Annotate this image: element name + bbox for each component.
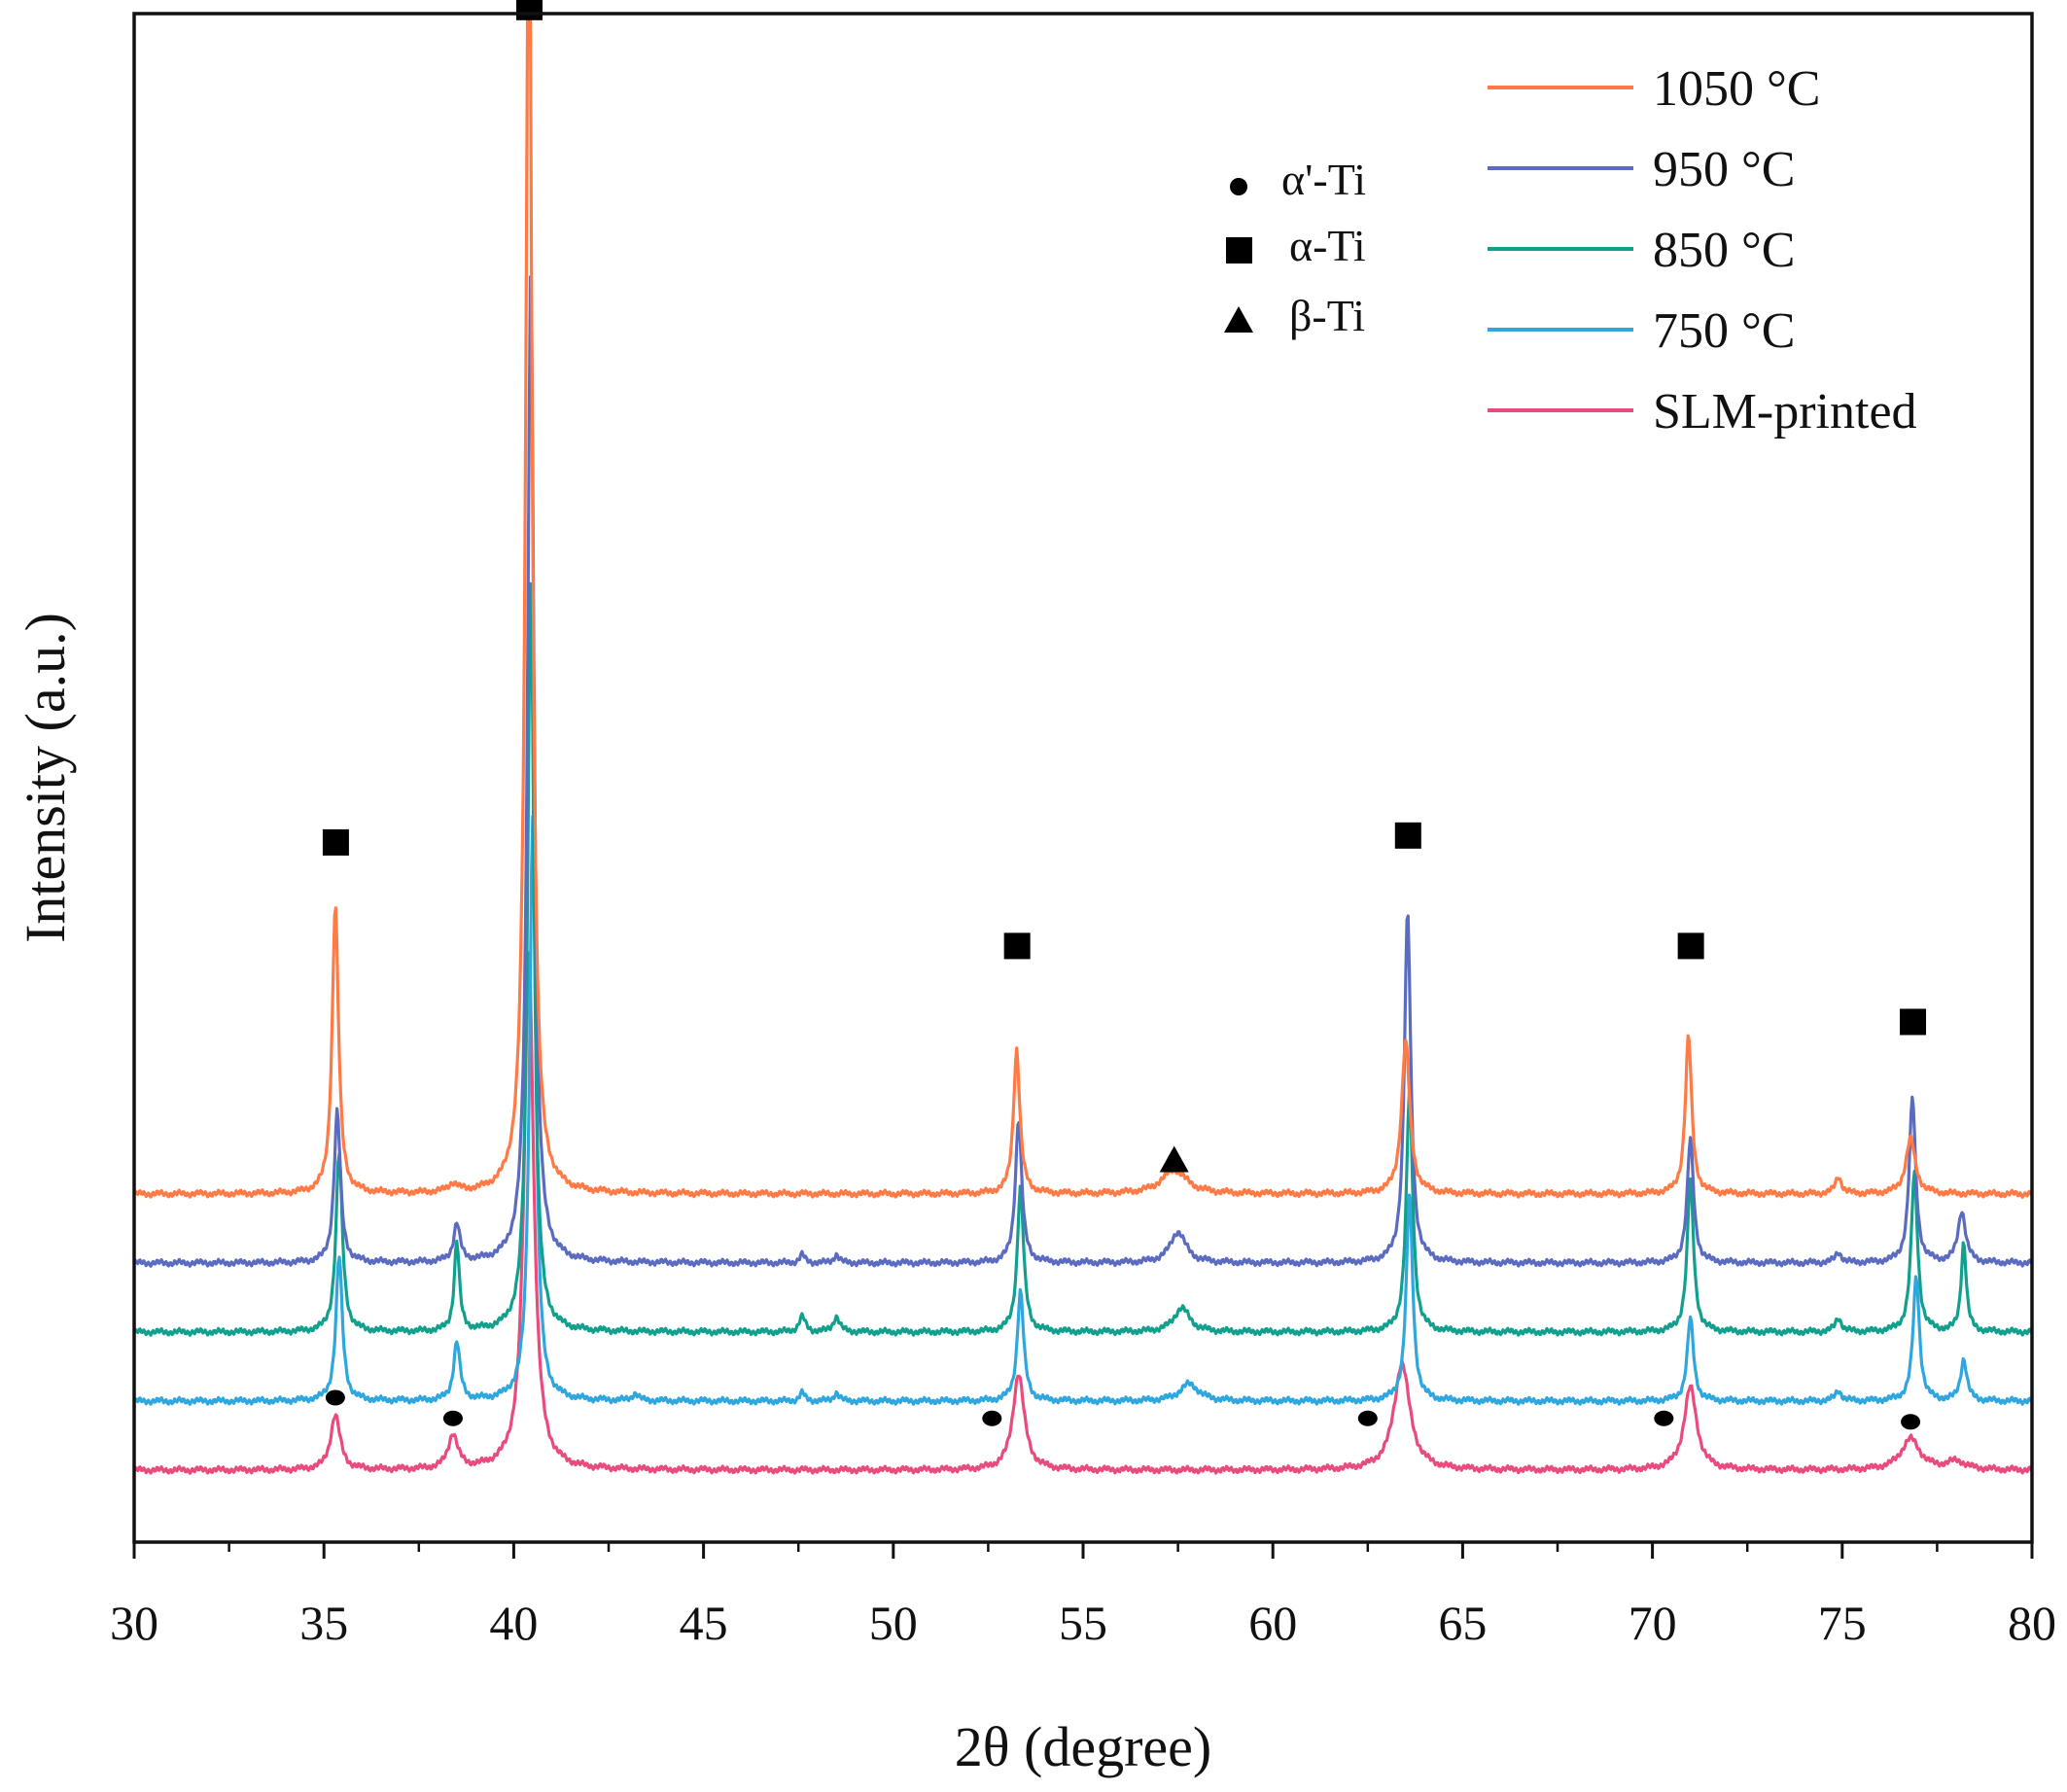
phase-legend-label-alpha: α-Ti [1289, 221, 1366, 270]
phase-legend: α'-Ti α-Ti β-Ti [1224, 155, 1366, 340]
phase-legend-label-beta: β-Ti [1289, 291, 1365, 340]
peak-marker-triangle [1159, 1145, 1189, 1173]
x-tick-label: 50 [869, 1596, 918, 1650]
x-tick-label: 35 [299, 1596, 348, 1650]
phase-legend-triangle-icon [1224, 306, 1253, 333]
series-line-950-c [132, 275, 2033, 1268]
peak-marker-square [1677, 932, 1704, 960]
peak-marker-circle [1357, 1410, 1378, 1426]
peak-marker-layer [322, 0, 1927, 1430]
peak-marker-circle [1901, 1414, 1921, 1430]
phase-legend-square-icon [1226, 237, 1252, 264]
x-axis-ticks: 30 35 40 45 50 55 60 65 70 75 80 [110, 1542, 2056, 1650]
phase-legend-label-alpha-prime: α'-Ti [1281, 155, 1366, 204]
x-tick-label: 40 [489, 1596, 538, 1650]
peak-marker-square [322, 828, 349, 856]
x-tick-label: 30 [110, 1596, 158, 1650]
peak-marker-circle [1654, 1410, 1674, 1426]
peak-marker-square [1900, 1008, 1927, 1036]
series-line-1050-c [132, 0, 2033, 1199]
legend-label-750: 750 °C [1653, 303, 1795, 359]
legend-label-850: 850 °C [1653, 223, 1795, 278]
peak-marker-square [1394, 822, 1421, 849]
series-layer [132, 0, 2033, 1475]
x-tick-label: 70 [1629, 1596, 1677, 1650]
x-tick-label: 60 [1248, 1596, 1297, 1650]
x-axis-title: 2θ (degree) [955, 1715, 1211, 1778]
legend-label-slm: SLM-printed [1653, 384, 1917, 439]
y-axis-title: Intensity (a.u.) [14, 613, 77, 943]
x-tick-label: 75 [1818, 1596, 1867, 1650]
series-line-850-c [132, 581, 2033, 1337]
peak-marker-circle [982, 1410, 1002, 1426]
legend-label-1050: 1050 °C [1653, 61, 1820, 117]
legend-label-950: 950 °C [1653, 142, 1795, 197]
x-tick-label: 65 [1438, 1596, 1487, 1650]
peak-marker-circle [325, 1389, 345, 1406]
x-tick-label: 55 [1059, 1596, 1107, 1650]
peak-marker-square [516, 0, 543, 20]
series-line-750-c [132, 815, 2033, 1406]
peak-marker-square [1003, 932, 1031, 960]
series-legend: 1050 °C 950 °C 850 °C 750 °C SLM-printed [1488, 61, 1917, 439]
phase-legend-circle-icon [1230, 178, 1247, 195]
x-tick-label: 80 [2008, 1596, 2056, 1650]
peak-marker-circle [442, 1410, 463, 1426]
series-line-slm-printed [132, 951, 2033, 1475]
x-tick-label: 45 [680, 1596, 728, 1650]
